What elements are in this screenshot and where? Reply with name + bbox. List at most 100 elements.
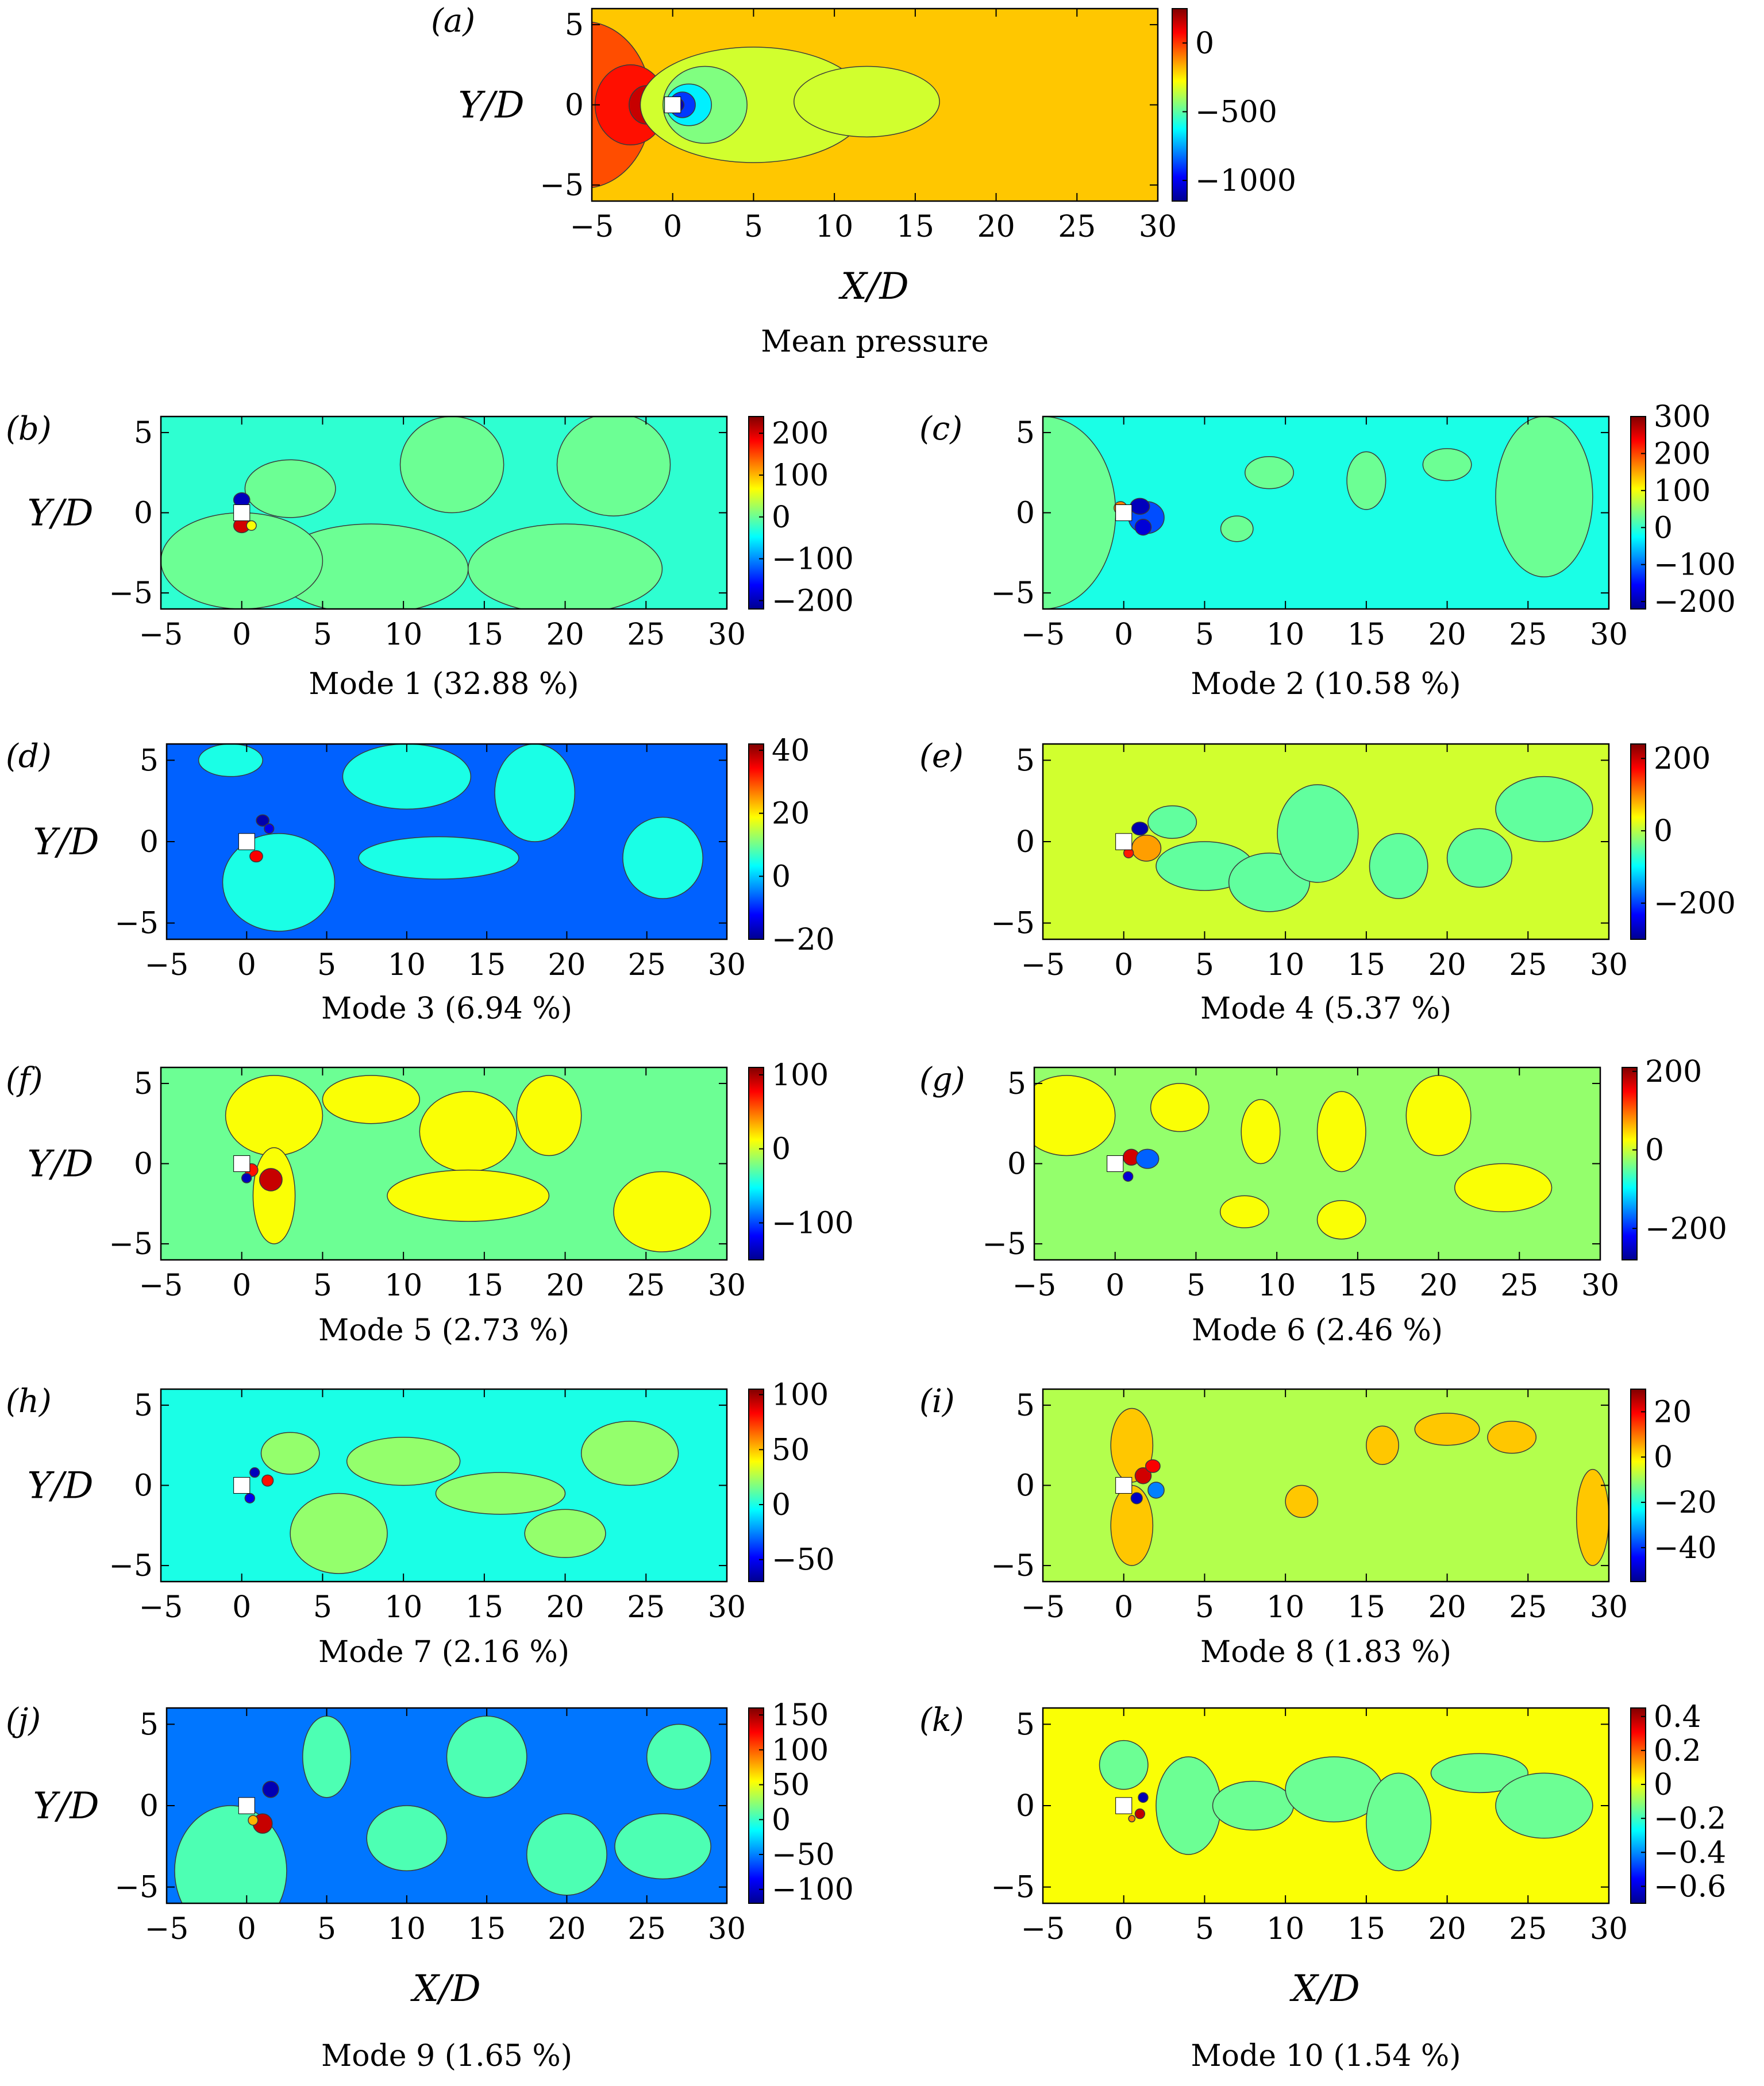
contour-region (264, 823, 275, 834)
x-tick-label: 10 (1258, 1268, 1296, 1303)
contour-region (259, 1168, 283, 1192)
contour-region (1130, 1492, 1143, 1505)
colorbar (748, 1067, 764, 1260)
x-tick-label: 0 (237, 948, 256, 982)
colorbar-tick-label: −40 (1654, 1531, 1717, 1566)
contour-field (167, 744, 727, 939)
contour-region (241, 1173, 252, 1183)
colorbar-tick-label: −0.2 (1654, 1802, 1726, 1836)
x-tick-label: 10 (388, 948, 426, 982)
contour-region (1346, 451, 1386, 510)
contour-region (1495, 1772, 1593, 1839)
colorbar-tick-label: −20 (772, 923, 835, 957)
y-tick-label: 0 (1016, 825, 1035, 859)
y-tick-label: 5 (140, 743, 159, 778)
contour-region (1316, 1200, 1366, 1240)
colorbar-tick-label: −200 (1654, 886, 1736, 921)
x-tick-label: 20 (548, 948, 586, 982)
panel-d: −5 0 5 10 15 20 25 30 −5 0 5 Y/D (d) Mode 3 (6.94 %) 4… (6, 734, 835, 1026)
panel-a: −5 0 5 10 15 20 25 30 −5 0 5 Y/D X/D (a) Mean pressure… (431, 2, 1296, 359)
colorbar-tick-label: 40 (772, 734, 810, 768)
contour-region (1147, 805, 1197, 839)
colorbar (748, 1389, 764, 1582)
x-tick-label: 5 (1195, 1590, 1214, 1625)
square-cylinder (1115, 504, 1133, 521)
square-cylinder (238, 833, 255, 850)
contour-field (592, 9, 1158, 201)
y-tick-label: 5 (565, 8, 584, 43)
x-tick-label: 5 (1187, 1268, 1205, 1303)
y-axis-label: Y/D (27, 1143, 93, 1186)
colorbar-tick-label: 200 (1654, 742, 1711, 776)
contour-region (613, 1171, 711, 1252)
x-tick-label: 10 (384, 618, 422, 652)
x-tick-label: −5 (139, 618, 183, 652)
colorbar (1630, 743, 1646, 940)
panel-label: (e) (919, 738, 964, 775)
y-tick-label: 5 (1016, 1707, 1035, 1742)
contour-region (1369, 833, 1428, 899)
y-tick-label: 0 (140, 1789, 159, 1823)
contour-region (322, 1075, 421, 1124)
colorbar-tick-label: 200 (1654, 437, 1711, 471)
colorbar-tick-label: 0 (1654, 1440, 1673, 1475)
y-tick-label: 0 (1016, 1789, 1035, 1823)
x-tick-label: 25 (1509, 1590, 1547, 1625)
colorbar-tick-label: 150 (772, 1698, 829, 1733)
x-tick-label: 0 (663, 210, 682, 244)
x-axis-label: X/D (838, 265, 908, 308)
contour-region (261, 1474, 274, 1487)
colorbar-tick-label: −100 (772, 1873, 854, 1907)
colorbar (748, 416, 764, 610)
x-tick-label: −5 (139, 1268, 183, 1303)
contour-region (252, 1147, 296, 1244)
x-tick-label: −5 (1021, 1590, 1065, 1625)
x-tick-label: −5 (570, 210, 614, 244)
colorbar (1172, 8, 1188, 202)
contour-region (1219, 1195, 1269, 1228)
colorbar (1630, 416, 1646, 610)
x-tick-label: 25 (1058, 210, 1096, 244)
x-tick-label: 25 (1509, 1912, 1547, 1946)
colorbar-tick-label: 50 (772, 1433, 810, 1467)
y-tick-label: −5 (114, 1871, 159, 1905)
colorbar-tick-label: 300 (1654, 400, 1711, 434)
x-tick-label: 5 (1195, 618, 1214, 652)
contour-region (1145, 1459, 1161, 1473)
contour-region (1285, 1485, 1319, 1518)
square-cylinder (233, 1155, 251, 1172)
colorbar-tick-label: −200 (1654, 585, 1736, 619)
colorbar-tick-label: 20 (772, 797, 810, 831)
x-tick-label: 30 (708, 1912, 746, 1946)
x-tick-label: 10 (384, 1268, 422, 1303)
contour-region (1405, 1075, 1472, 1156)
panel-caption: Mode 1 (32.88 %) (309, 667, 579, 701)
contour-region (225, 1075, 323, 1156)
panel-k: −5 0 5 10 15 20 25 30 −5 0 5 X/D (k) Mode 10 (1.54 %)… (919, 1700, 1726, 2073)
colorbar-tick-label: 100 (772, 1733, 829, 1768)
x-tick-label: 15 (468, 948, 506, 982)
x-tick-label: 5 (313, 1268, 332, 1303)
x-tick-label: 25 (1500, 1268, 1538, 1303)
contour-region (249, 850, 263, 863)
panel-label: (f) (6, 1061, 43, 1098)
x-tick-label: 20 (1428, 1912, 1466, 1946)
x-tick-label: 20 (548, 1912, 586, 1946)
contour-region (366, 1805, 448, 1872)
contour-region (1128, 1815, 1136, 1823)
colorbar-tick-label: 100 (772, 1378, 829, 1413)
contour-region (387, 1169, 550, 1222)
x-tick-label: 30 (708, 1590, 746, 1625)
x-tick-label: −5 (1021, 1912, 1065, 1946)
colorbar (748, 1707, 764, 1904)
y-tick-label: −5 (991, 907, 1035, 941)
y-tick-label: 5 (134, 1067, 153, 1101)
contour-region (342, 744, 472, 810)
x-tick-label: 30 (708, 618, 746, 652)
contour-region (1422, 448, 1472, 481)
x-tick-label: 0 (237, 1912, 256, 1946)
panel-label: (b) (6, 410, 52, 448)
contour-region (524, 1509, 606, 1558)
